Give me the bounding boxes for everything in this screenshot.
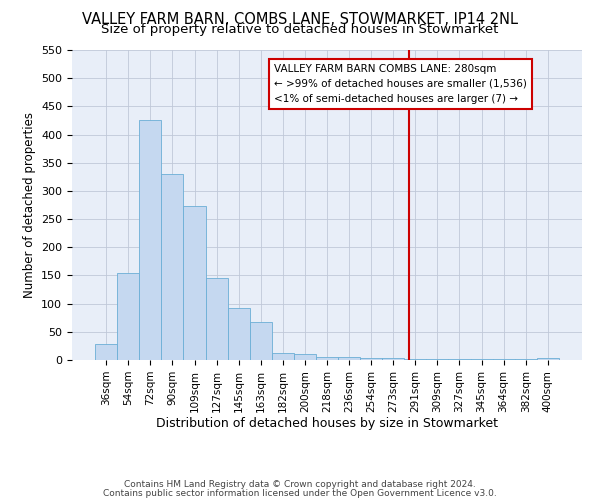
Bar: [294, 354, 316, 360]
Text: Size of property relative to detached houses in Stowmarket: Size of property relative to detached ho…: [101, 22, 499, 36]
Bar: [493, 359, 515, 360]
Text: VALLEY FARM BARN, COMBS LANE, STOWMARKET, IP14 2NL: VALLEY FARM BARN, COMBS LANE, STOWMARKET…: [82, 12, 518, 28]
Bar: [95, 344, 117, 360]
Bar: [470, 359, 493, 360]
Bar: [117, 272, 139, 360]
Bar: [316, 357, 338, 360]
X-axis label: Distribution of detached houses by size in Stowmarket: Distribution of detached houses by size …: [156, 418, 498, 430]
Bar: [206, 278, 227, 360]
Bar: [515, 359, 537, 360]
Text: Contains HM Land Registry data © Crown copyright and database right 2024.: Contains HM Land Registry data © Crown c…: [124, 480, 476, 489]
Bar: [338, 357, 360, 360]
Bar: [382, 358, 404, 360]
Y-axis label: Number of detached properties: Number of detached properties: [23, 112, 35, 298]
Bar: [448, 359, 470, 360]
Bar: [537, 358, 559, 360]
Bar: [227, 308, 250, 360]
Bar: [184, 206, 206, 360]
Text: VALLEY FARM BARN COMBS LANE: 280sqm
← >99% of detached houses are smaller (1,536: VALLEY FARM BARN COMBS LANE: 280sqm ← >9…: [274, 64, 527, 104]
Text: Contains public sector information licensed under the Open Government Licence v3: Contains public sector information licen…: [103, 488, 497, 498]
Bar: [427, 359, 448, 360]
Bar: [139, 120, 161, 360]
Bar: [272, 352, 294, 360]
Bar: [360, 358, 382, 360]
Bar: [250, 322, 272, 360]
Bar: [161, 174, 184, 360]
Bar: [404, 359, 427, 360]
